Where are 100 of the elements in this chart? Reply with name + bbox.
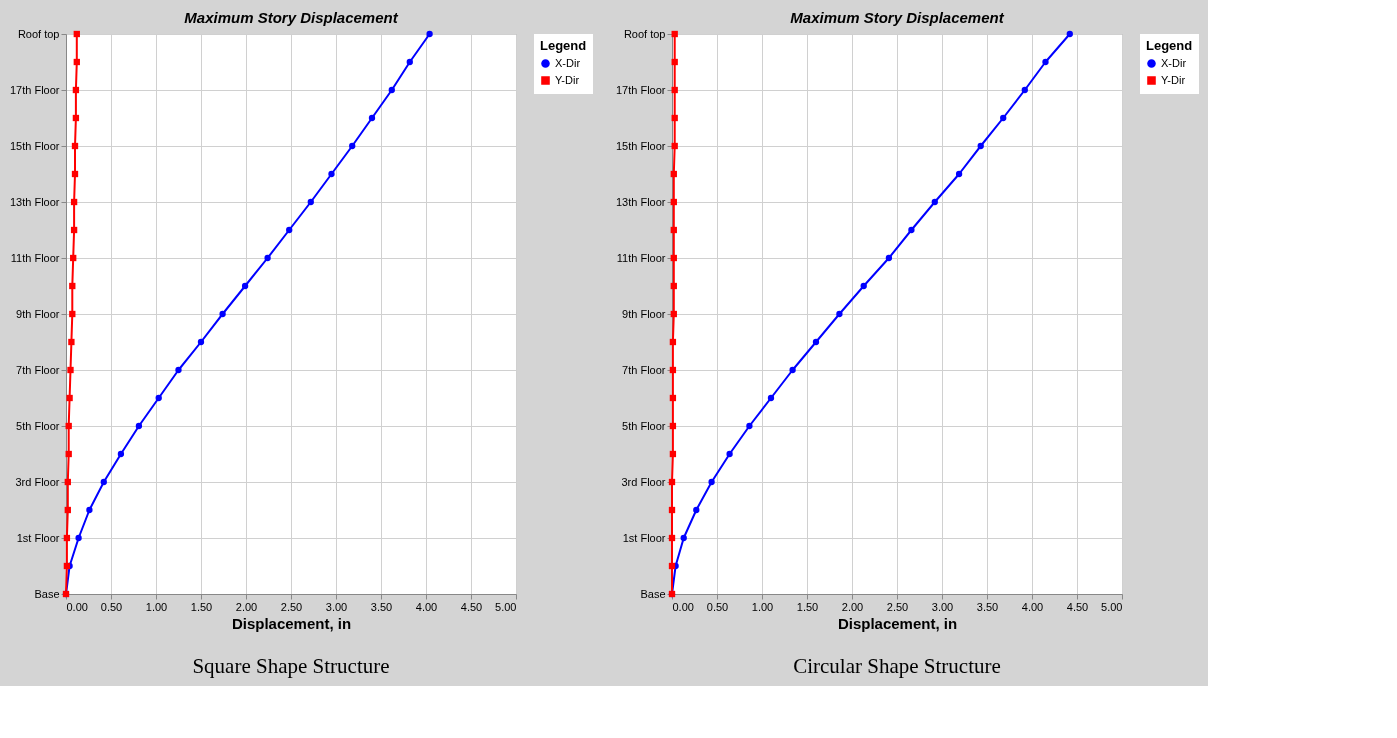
point (63, 534, 71, 542)
point (669, 338, 677, 346)
point (671, 114, 678, 122)
point (349, 142, 356, 150)
legend-title: Legend (1146, 38, 1193, 53)
x-tick-label: 2.50 (886, 600, 909, 613)
point (426, 30, 433, 38)
y-tick-label: 11th Floor (10, 251, 60, 264)
point (726, 450, 733, 458)
point (668, 562, 676, 570)
y-tick-label: 9th Floor (622, 307, 666, 320)
legend-title: Legend (540, 38, 587, 53)
y-tick-label: Base (640, 587, 666, 600)
x-tick-label: 1.50 (796, 600, 819, 613)
point (197, 338, 205, 346)
x-tick-label: 3.50 (976, 600, 999, 613)
point (669, 394, 677, 402)
point (71, 170, 79, 178)
point (368, 114, 376, 122)
point (708, 478, 715, 486)
y-tick-label: 9th Floor (16, 307, 60, 320)
point (670, 282, 677, 290)
point (72, 86, 80, 94)
y-tick-label: 1st Floor (622, 531, 666, 544)
point (767, 394, 775, 402)
point (68, 338, 75, 346)
point (286, 226, 293, 234)
x-tick-label: 0.00 (66, 600, 88, 613)
point (66, 394, 73, 402)
point (219, 310, 226, 318)
point (670, 226, 677, 234)
point (908, 226, 915, 234)
point (70, 254, 77, 262)
y-tick-label: Roof top (623, 27, 666, 40)
point (670, 254, 677, 262)
y-tick-label: 15th Floor (9, 139, 60, 152)
point (955, 170, 963, 178)
x-tick-label: 2.50 (280, 600, 303, 613)
x-tick-label: 5.00 (495, 600, 517, 613)
y-tick-label: 5th Floor (16, 419, 60, 432)
point (328, 170, 335, 178)
point (671, 142, 678, 150)
x-tick-label: 4.00 (1021, 600, 1044, 613)
x-tick-label: 5.00 (1101, 600, 1123, 613)
chart-title: Maximum Story Displacement (184, 9, 399, 26)
point (669, 422, 677, 430)
point (64, 478, 71, 486)
point (73, 58, 80, 66)
point (670, 170, 677, 178)
point (746, 422, 753, 430)
point (69, 310, 76, 318)
point (671, 30, 678, 38)
point (72, 114, 80, 122)
legend-label: Y-Dir (1161, 73, 1186, 86)
point (70, 198, 78, 206)
point (693, 506, 700, 514)
x-tick-label: 3.50 (370, 600, 393, 613)
point (977, 142, 984, 150)
y-tick-label: 7th Floor (16, 363, 60, 376)
point (69, 282, 76, 290)
text: Square Shape Structure (192, 654, 390, 678)
x-tick-label: 3.00 (325, 600, 348, 613)
point (135, 422, 143, 430)
point (406, 58, 413, 66)
point (1000, 114, 1007, 122)
point (1021, 86, 1028, 94)
x-tick-label: 0.50 (706, 600, 729, 613)
x-axis-title: Displacement, in (837, 614, 958, 632)
text: Circular Shape Structure (793, 654, 1001, 678)
point (71, 142, 79, 150)
y-tick-label: 3rd Floor (621, 475, 666, 488)
legend-label: Y-Dir (555, 73, 580, 86)
x-axis-title: Displacement, in (231, 614, 352, 632)
y-tick-label: 13th Floor (615, 195, 666, 208)
x-tick-label: 4.00 (415, 600, 438, 613)
x-tick-label: 3.00 (931, 600, 954, 613)
point (669, 450, 677, 458)
y-tick-label: 11th Floor (616, 251, 666, 264)
point (86, 506, 93, 514)
y-tick-label: 1st Floor (16, 531, 60, 544)
point (931, 198, 938, 206)
point (671, 58, 678, 66)
point (307, 198, 314, 206)
point (65, 450, 72, 458)
point (65, 422, 72, 430)
x-tick-label: 0.50 (100, 600, 123, 613)
y-tick-label: 7th Floor (622, 363, 666, 376)
point (70, 226, 78, 234)
point (1066, 30, 1073, 38)
legend-label: X-Dir (555, 56, 581, 69)
point (155, 394, 162, 402)
legend-label: X-Dir (1161, 56, 1187, 69)
y-tick-label: 5th Floor (622, 419, 666, 432)
point (75, 534, 82, 542)
x-tick-label: 4.50 (1066, 600, 1089, 613)
point (671, 86, 678, 94)
point (885, 254, 893, 262)
point (388, 86, 395, 94)
point (860, 282, 867, 290)
point (175, 366, 182, 374)
